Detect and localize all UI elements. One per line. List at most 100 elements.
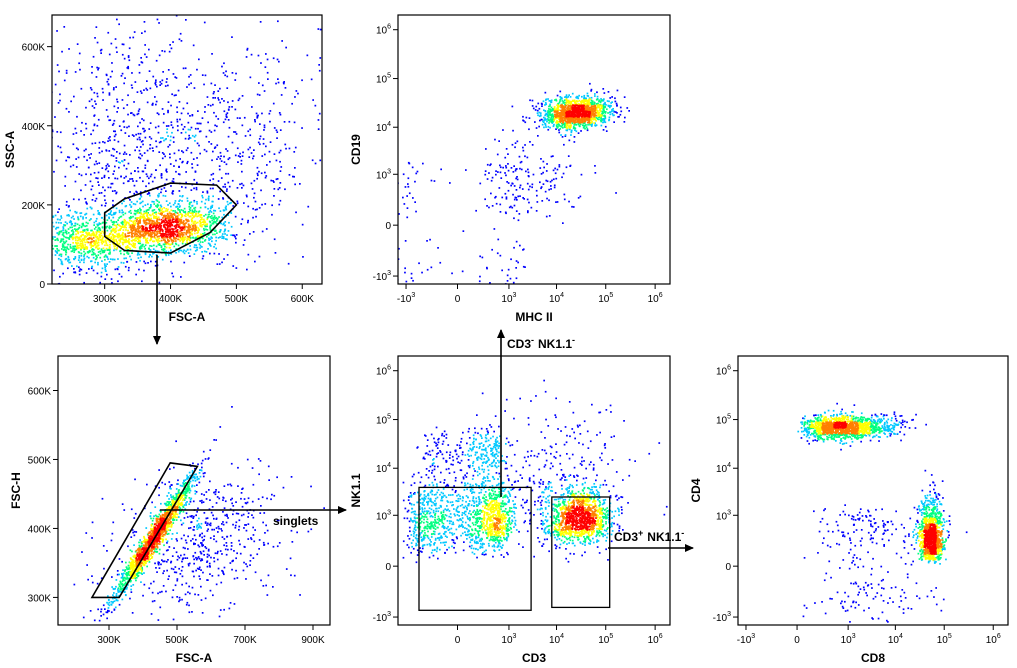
- event-dot: [287, 262, 290, 265]
- event-dot: [273, 127, 276, 129]
- event-dot: [203, 250, 206, 253]
- event-dot: [583, 107, 585, 110]
- event-dot: [83, 281, 85, 284]
- event-dot: [209, 244, 211, 246]
- event-dot: [279, 113, 282, 116]
- event-dot: [142, 127, 145, 130]
- event-dot: [118, 23, 120, 26]
- event-dot: [301, 223, 304, 226]
- event-dot: [91, 266, 93, 268]
- event-dot: [522, 249, 524, 251]
- event-dot: [86, 246, 89, 249]
- event-dot: [123, 82, 125, 85]
- event-dot: [139, 237, 141, 239]
- event-dot: [144, 217, 146, 219]
- event-dot: [54, 116, 56, 118]
- event-dot: [594, 122, 596, 125]
- event-dot: [125, 257, 127, 260]
- event-dot: [111, 124, 114, 126]
- event-dot: [234, 131, 237, 133]
- event-dot: [162, 217, 164, 219]
- event-dot: [590, 118, 593, 121]
- event-dot: [205, 251, 208, 253]
- event-dot: [152, 150, 154, 152]
- event-dot: [513, 217, 515, 220]
- event-dot: [231, 179, 234, 182]
- event-dot: [225, 115, 228, 118]
- event-dot: [595, 116, 597, 119]
- event-dot: [227, 203, 229, 206]
- event-dot: [560, 126, 563, 128]
- event-dot: [158, 235, 160, 238]
- event-dot: [145, 233, 147, 236]
- event-dot: [152, 252, 154, 255]
- event-dot: [173, 232, 176, 235]
- event-dot: [273, 181, 275, 183]
- event-dot: [272, 180, 274, 182]
- event-dot: [185, 218, 188, 221]
- event-dot: [109, 251, 111, 253]
- event-dot: [89, 234, 91, 237]
- event-dot: [201, 117, 204, 119]
- event-dot: [272, 102, 275, 105]
- event-dot: [135, 180, 138, 182]
- event-dot: [83, 155, 86, 158]
- event-dot: [568, 107, 570, 110]
- event-dot: [30, 243, 32, 245]
- event-dot: [110, 226, 113, 228]
- event-dot: [48, 246, 50, 248]
- event-dot: [489, 282, 491, 284]
- event-dot: [178, 226, 181, 228]
- event-dot: [40, 171, 42, 173]
- event-dot: [560, 134, 562, 136]
- event-dot: [93, 242, 95, 244]
- event-dot: [151, 255, 153, 258]
- event-dot: [130, 231, 133, 234]
- event-dot: [582, 122, 585, 125]
- event-dot: [215, 236, 217, 239]
- event-dot: [582, 107, 584, 110]
- event-dot: [147, 232, 149, 235]
- event-dot: [145, 238, 147, 241]
- event-dot: [163, 233, 166, 235]
- event-dot: [114, 190, 116, 192]
- event-dot: [201, 194, 203, 197]
- event-dot: [228, 185, 231, 188]
- event-dot: [157, 239, 159, 242]
- event-dot: [158, 250, 160, 253]
- event-dot: [107, 83, 110, 85]
- event-dot: [519, 195, 521, 197]
- event-dot: [559, 98, 562, 101]
- event-dot: [514, 169, 517, 172]
- event-dot: [239, 183, 241, 186]
- event-dot: [112, 223, 115, 226]
- event-dot: [186, 86, 188, 88]
- event-dot: [85, 148, 87, 151]
- event-dot: [198, 144, 200, 147]
- event-dot: [162, 234, 164, 236]
- event-dot: [72, 233, 75, 236]
- event-dot: [130, 84, 133, 87]
- event-dot: [84, 184, 87, 186]
- event-dot: [146, 212, 149, 214]
- event-dot: [547, 128, 550, 131]
- event-dot: [196, 246, 199, 249]
- event-dot: [212, 229, 215, 231]
- event-dot: [328, 115, 330, 117]
- event-dot: [55, 226, 58, 229]
- event-dot: [77, 231, 79, 234]
- event-dot: [479, 182, 482, 185]
- event-dot: [115, 224, 117, 227]
- event-dot: [561, 136, 564, 138]
- event-dot: [586, 92, 589, 95]
- event-dot: [141, 244, 143, 247]
- event-dot: [190, 151, 193, 154]
- event-dot: [105, 255, 108, 258]
- event-dot: [167, 125, 170, 127]
- event-dot: [150, 205, 152, 208]
- event-dot: [178, 223, 180, 226]
- event-dot: [121, 241, 124, 244]
- event-dot: [183, 239, 185, 241]
- event-dot: [77, 259, 80, 261]
- event-dot: [603, 119, 606, 121]
